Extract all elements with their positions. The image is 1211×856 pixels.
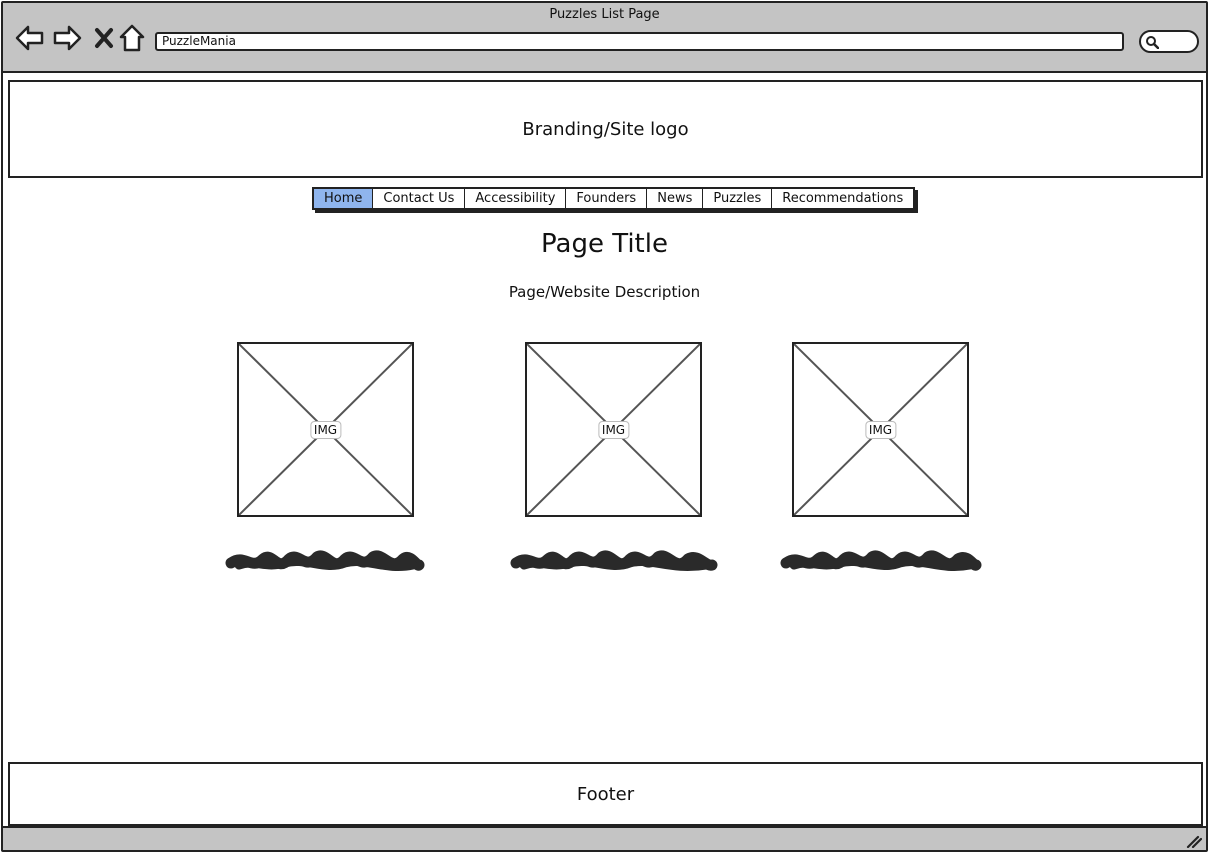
tab-news[interactable]: News (647, 189, 704, 208)
back-arrow-icon (15, 25, 44, 51)
image-label: IMG (309, 420, 342, 439)
page-description: Page/Website Description (508, 283, 701, 301)
status-bar (3, 826, 1206, 850)
page-title: Page Title (541, 229, 668, 259)
image-label: IMG (864, 420, 897, 439)
tab-recommendations[interactable]: Recommendations (782, 191, 904, 206)
tab-contact-us[interactable]: Contact Us (373, 189, 466, 208)
browser-toolbar: Puzzles List Page PuzzleMania (3, 3, 1206, 73)
branding-logo-area: Branding/Site logo (8, 80, 1203, 178)
tab-accessibility[interactable]: Accessibility (465, 189, 567, 208)
image-placeholder-3[interactable]: IMG (792, 342, 969, 517)
image-placeholder-2[interactable]: IMG (525, 342, 702, 517)
caption-scribble-3 (780, 550, 982, 571)
tab-home[interactable]: Home (314, 189, 374, 208)
image-label: IMG (597, 420, 630, 439)
tab-founders[interactable]: Founders (566, 189, 648, 208)
forward-arrow-icon (53, 25, 82, 51)
resize-grip-icon[interactable] (1186, 834, 1202, 848)
close-x-icon (95, 28, 113, 48)
footer-label: Footer (576, 783, 635, 805)
main-nav-tabs: Home Contact Us Accessibility Founders N… (312, 187, 916, 210)
search-icon (1146, 36, 1159, 49)
footer: Footer (8, 762, 1203, 826)
caption-scribble-1 (225, 550, 425, 571)
tab-puzzles[interactable]: Puzzles (703, 189, 773, 208)
address-bar[interactable]: PuzzleMania (155, 32, 1124, 51)
stop-button[interactable] (89, 23, 119, 53)
caption-scribble-2 (510, 550, 718, 572)
image-placeholder-1[interactable]: IMG (237, 342, 414, 517)
home-icon (119, 24, 145, 52)
search-field[interactable] (1139, 30, 1199, 53)
home-button[interactable] (117, 23, 147, 53)
back-button[interactable] (15, 23, 45, 53)
window-title: Puzzles List Page (549, 7, 660, 22)
forward-button[interactable] (52, 23, 82, 53)
branding-label: Branding/Site logo (522, 118, 689, 140)
